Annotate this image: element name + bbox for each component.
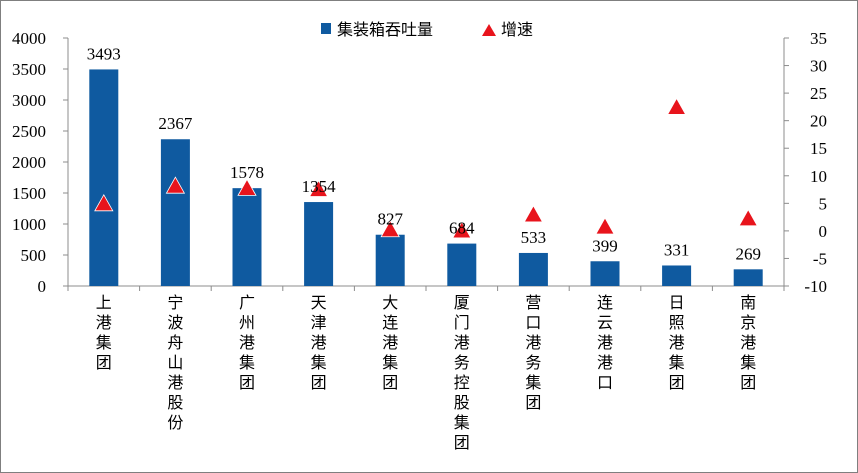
left-tick-label: 2000 xyxy=(12,153,46,172)
right-tick-label: 15 xyxy=(810,139,827,158)
bar-value-label: 331 xyxy=(664,240,690,259)
bar-value-label: 1354 xyxy=(302,177,337,196)
legend-label-bar: 集装箱吞吐量 xyxy=(337,20,433,39)
category-label: 营口港务集团 xyxy=(525,293,541,412)
bar xyxy=(232,188,262,286)
category-label: 上港集团 xyxy=(96,293,112,372)
category-label: 宁波舟山港股份 xyxy=(167,293,183,432)
left-tick-label: 2500 xyxy=(12,122,46,141)
axes: 0 500 1000 1500 2000 2500 3000 3500 4000 -10 -5 0 5 1… xyxy=(12,29,827,296)
right-tick-label: 10 xyxy=(810,167,827,186)
data-labels: 3493 2367 1578 1354 827 684 533 399 331 269 xyxy=(87,44,761,263)
bar xyxy=(160,139,190,286)
growth-marker xyxy=(308,179,329,197)
bar xyxy=(662,265,692,286)
growth-marker xyxy=(666,97,687,115)
bar-series xyxy=(89,69,763,287)
growth-marker xyxy=(595,217,615,235)
growth-marker xyxy=(452,221,472,239)
bar xyxy=(304,202,334,286)
bar-value-label: 827 xyxy=(377,210,403,229)
right-tick-label: 25 xyxy=(810,84,827,103)
legend-swatch-bar xyxy=(321,23,331,34)
growth-marker xyxy=(738,208,758,227)
bar xyxy=(375,234,405,286)
category-label: 连云港港口 xyxy=(597,293,613,392)
left-tick-label: 1000 xyxy=(12,215,46,234)
category-label: 大连港集团 xyxy=(382,293,398,392)
left-tick-label: 4000 xyxy=(12,29,46,48)
bar xyxy=(447,243,477,286)
left-tick-label: 0 xyxy=(38,277,47,296)
category-label: 厦门港务控股集团 xyxy=(454,293,470,452)
bar xyxy=(590,261,620,286)
right-tick-label: -5 xyxy=(813,249,827,268)
growth-marker xyxy=(380,219,400,238)
right-tick-label: 30 xyxy=(810,57,827,76)
bar-value-label: 1578 xyxy=(230,163,264,182)
growth-marker xyxy=(94,194,114,212)
category-label: 南京港集团 xyxy=(740,293,756,392)
bar-value-label: 684 xyxy=(449,219,475,238)
legend-label-triangle: 增速 xyxy=(501,20,533,39)
growth-marker xyxy=(165,176,186,194)
legend-swatch-triangle xyxy=(482,24,496,36)
right-tick-label: 5 xyxy=(819,194,828,213)
bar xyxy=(733,269,763,286)
left-tick-label: 3000 xyxy=(12,91,46,110)
bar-value-label: 269 xyxy=(735,244,761,263)
growth-marker xyxy=(237,178,257,196)
bar-value-label: 399 xyxy=(592,236,618,255)
bar-value-label: 2367 xyxy=(158,114,193,133)
category-label: 天津港集团 xyxy=(311,293,327,392)
right-tick-label: 35 xyxy=(810,29,827,48)
bar-value-label: 533 xyxy=(521,228,547,247)
right-tick-label: -10 xyxy=(804,277,827,296)
growth-marker xyxy=(523,205,544,223)
category-label: 日照港集团 xyxy=(669,293,685,392)
category-label: 广州港集团 xyxy=(239,293,255,392)
bar xyxy=(89,69,119,287)
bar xyxy=(518,252,548,286)
left-tick-label: 500 xyxy=(21,246,47,265)
legend: 集装箱吞吐量 增速 xyxy=(321,20,533,39)
bar-value-label: 3493 xyxy=(87,44,121,63)
right-tick-label: 0 xyxy=(819,222,828,241)
category-labels: 上港集团 宁波舟山港股份 广州港集团 天津港集团 大连港集团 厦门港务控股集团 营口港务集团… xyxy=(96,293,756,452)
growth-series xyxy=(94,97,758,239)
right-tick-label: 20 xyxy=(810,112,827,131)
left-tick-label: 3500 xyxy=(12,60,46,79)
left-tick-label: 1500 xyxy=(12,184,46,203)
